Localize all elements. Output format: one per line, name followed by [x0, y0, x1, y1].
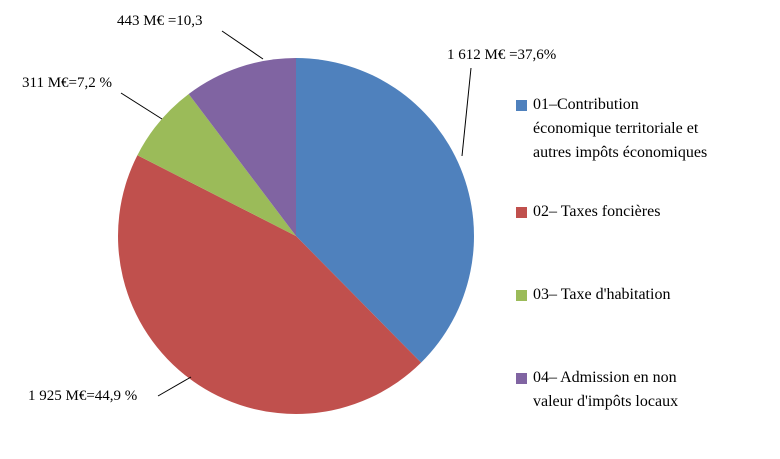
pie-slice-04	[188, 58, 296, 236]
pie-slice-02	[118, 155, 422, 414]
slice-value-label-01: 1 612 M€ =37,6%	[447, 47, 557, 63]
pie-slice-01	[296, 58, 474, 363]
leader-line-02	[157, 376, 192, 397]
leader-line-04	[221, 30, 264, 60]
slice-value-label-03: 311 M€=7,2 %	[22, 75, 112, 91]
slice-value-label-02: 1 925 M€=44,9 %	[28, 388, 138, 404]
leader-line-01	[461, 67, 472, 157]
pie-slice-03	[137, 93, 296, 237]
leader-line-03	[120, 92, 163, 120]
slice-value-label-04: 443 M€ =10,3	[117, 13, 203, 29]
